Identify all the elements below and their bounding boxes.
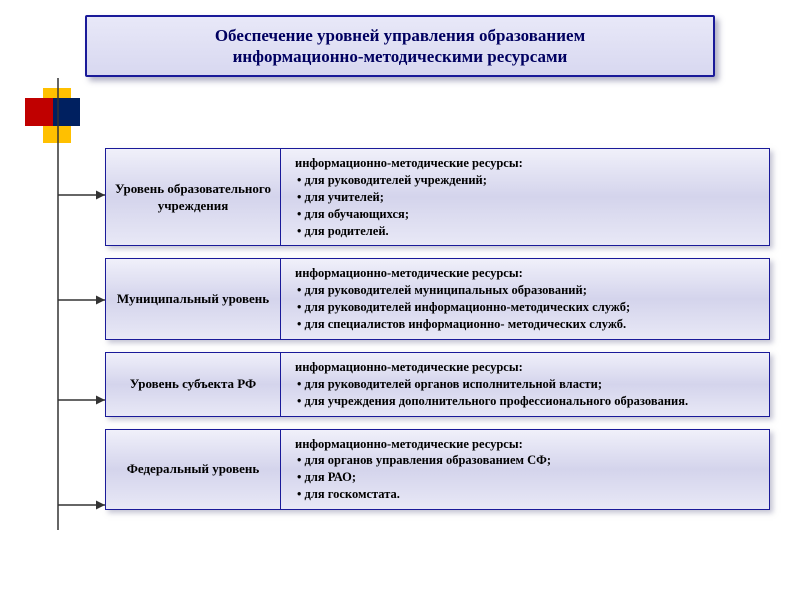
level-content: информационно-методические ресурсы:для р…	[281, 353, 769, 416]
level-content: информационно-методические ресурсы:для р…	[281, 149, 769, 245]
list-item: для специалистов информационно- методиче…	[297, 316, 759, 333]
level-heading: информационно-методические ресурсы:	[295, 436, 759, 453]
list-item: для руководителей информационно-методиче…	[297, 299, 759, 316]
level-row: Уровень субъекта РФинформационно-методич…	[105, 352, 770, 417]
title-box: Обеспечение уровней управления образован…	[85, 15, 715, 77]
title-line-1: Обеспечение уровней управления образован…	[215, 25, 585, 46]
list-item: для родителей.	[297, 223, 759, 240]
decor-squares	[25, 88, 85, 148]
list-item: для РАО;	[297, 469, 759, 486]
level-content: информационно-методические ресурсы:для о…	[281, 430, 769, 510]
list-item: для руководителей муниципальных образова…	[297, 282, 759, 299]
list-item: для руководителей учреждений;	[297, 172, 759, 189]
level-label: Уровень субъекта РФ	[106, 353, 281, 416]
level-heading: информационно-методические ресурсы:	[295, 265, 759, 282]
level-items: для руководителей органов исполнительной…	[297, 376, 759, 410]
level-label: Муниципальный уровень	[106, 259, 281, 339]
level-items: для органов управления образованием СФ;д…	[297, 452, 759, 503]
level-row: Федеральный уровеньинформационно-методич…	[105, 429, 770, 511]
list-item: для обучающихся;	[297, 206, 759, 223]
title-line-2: информационно-методическими ресурсами	[233, 46, 568, 67]
level-items: для руководителей муниципальных образова…	[297, 282, 759, 333]
levels-container: Уровень образовательного учрежденияинфор…	[105, 148, 770, 522]
decor-red	[25, 98, 53, 126]
level-heading: информационно-методические ресурсы:	[295, 359, 759, 376]
level-row: Уровень образовательного учрежденияинфор…	[105, 148, 770, 246]
list-item: для руководителей органов исполнительной…	[297, 376, 759, 393]
list-item: для учителей;	[297, 189, 759, 206]
level-row: Муниципальный уровеньинформационно-метод…	[105, 258, 770, 340]
list-item: для органов управления образованием СФ;	[297, 452, 759, 469]
level-label: Уровень образовательного учреждения	[106, 149, 281, 245]
level-items: для руководителей учреждений;для учителе…	[297, 172, 759, 240]
list-item: для учреждения дополнительного профессио…	[297, 393, 759, 410]
level-content: информационно-методические ресурсы:для р…	[281, 259, 769, 339]
level-heading: информационно-методические ресурсы:	[295, 155, 759, 172]
list-item: для госкомстата.	[297, 486, 759, 503]
level-label: Федеральный уровень	[106, 430, 281, 510]
